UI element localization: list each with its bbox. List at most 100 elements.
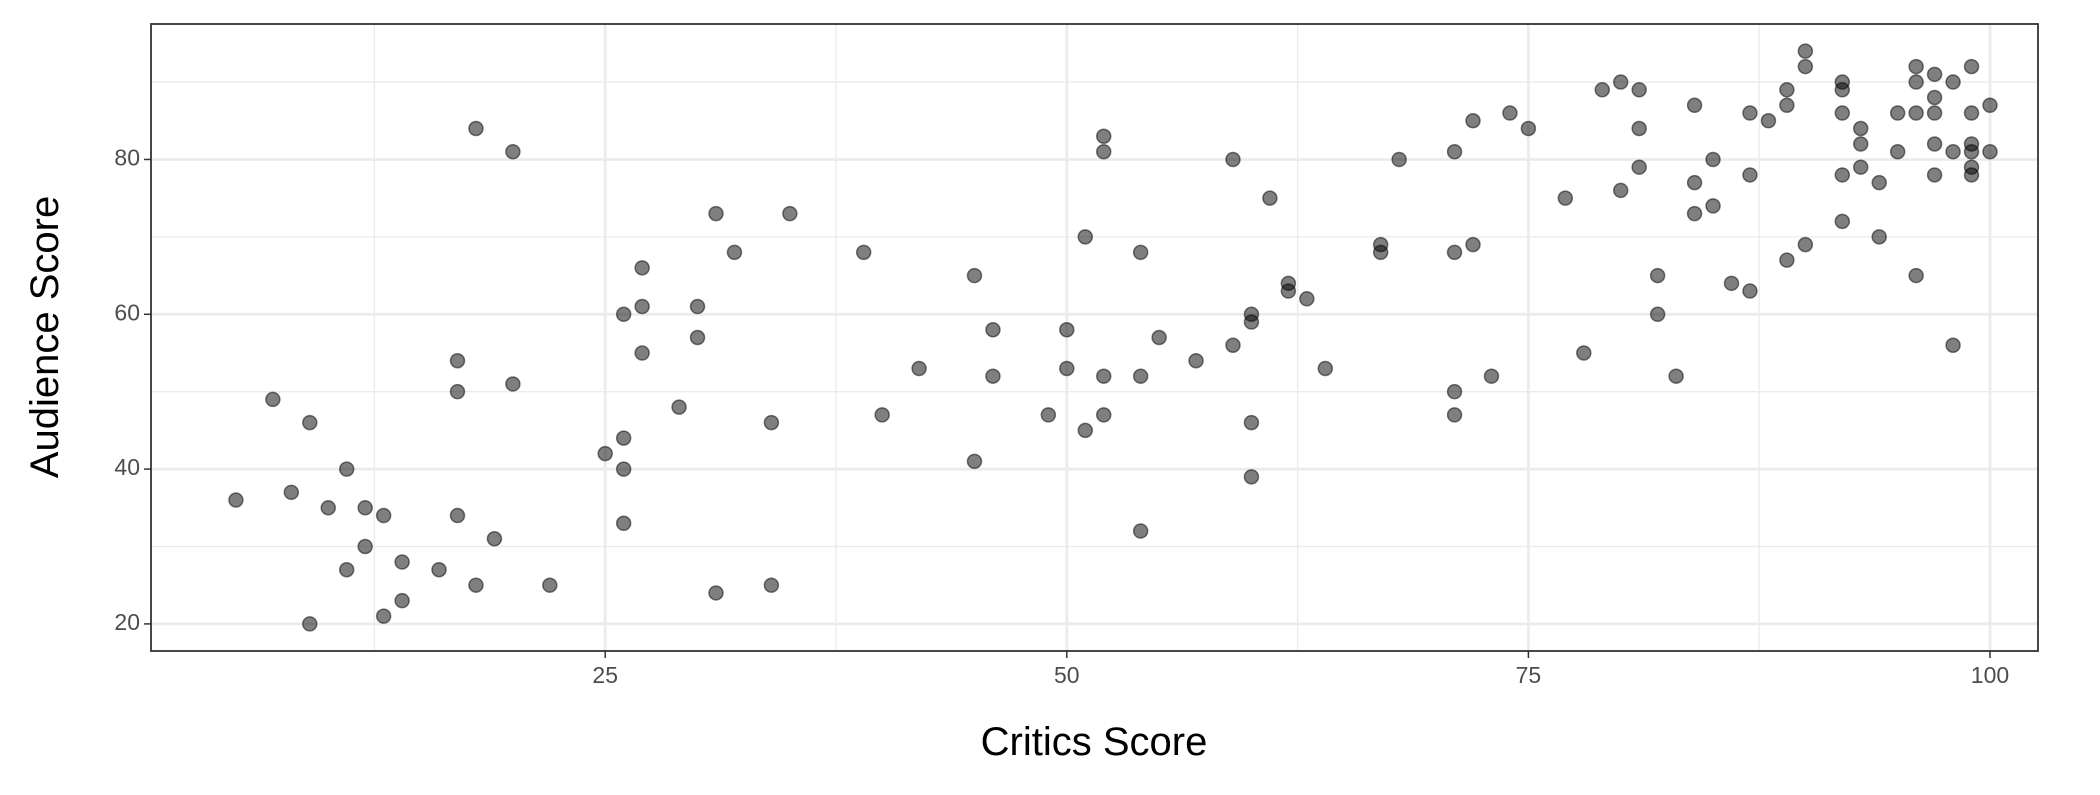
point: [1834, 82, 1851, 98]
point: [1280, 283, 1297, 299]
point: [1963, 58, 1980, 75]
point: [689, 298, 706, 315]
point: [320, 500, 337, 516]
point: [505, 143, 521, 160]
point: [302, 616, 318, 632]
point: [1686, 205, 1703, 222]
point: [1705, 151, 1721, 168]
point: [302, 414, 318, 431]
point: [1668, 368, 1684, 384]
point: [1151, 329, 1167, 346]
point: [1095, 143, 1112, 160]
point: [1188, 352, 1204, 369]
point: [283, 484, 300, 501]
point: [855, 244, 872, 261]
point: [763, 577, 780, 593]
point: [1095, 368, 1112, 384]
y-tick-label: 20: [114, 609, 140, 635]
point: [1465, 236, 1481, 253]
point: [1132, 244, 1149, 261]
point: [1908, 58, 1924, 75]
point: [1225, 337, 1241, 353]
point: [449, 383, 466, 400]
point: [1797, 43, 1814, 59]
point: [1095, 128, 1112, 144]
point: [505, 376, 521, 392]
point: [1631, 120, 1647, 137]
point: [1797, 58, 1814, 75]
point: [1483, 368, 1500, 384]
point: [1834, 105, 1851, 121]
point: [375, 507, 392, 524]
y-tick-label: 80: [114, 145, 140, 171]
point: [1077, 422, 1094, 439]
x-tick-label: 25: [592, 662, 618, 688]
point: [1871, 229, 1887, 245]
point: [634, 298, 650, 315]
point: [597, 445, 613, 462]
point: [338, 461, 355, 477]
point: [634, 345, 650, 361]
point: [265, 391, 281, 408]
point: [228, 492, 244, 508]
point: [542, 577, 558, 593]
point: [357, 538, 373, 555]
point: [1446, 407, 1463, 423]
y-tick-label: 40: [114, 454, 140, 480]
x-axis-title: Critics Score: [981, 720, 1208, 764]
point: [449, 352, 466, 369]
point: [1723, 275, 1740, 292]
point: [1889, 105, 1906, 121]
point: [615, 430, 632, 446]
point: [763, 414, 780, 431]
point: [431, 561, 447, 578]
point: [1889, 143, 1906, 160]
point: [1317, 360, 1334, 377]
point: [671, 399, 687, 415]
point: [1852, 120, 1869, 137]
point: [1686, 97, 1703, 114]
point: [1612, 74, 1629, 90]
panel-border: [150, 23, 2039, 652]
point: [1391, 151, 1407, 168]
point: [985, 368, 1001, 384]
point: [1963, 143, 1980, 160]
point: [708, 205, 724, 222]
point: [1871, 174, 1887, 191]
point: [615, 461, 632, 477]
point: [1520, 120, 1537, 137]
point: [1225, 151, 1241, 168]
point: [1834, 213, 1851, 230]
point: [468, 120, 484, 137]
point: [1982, 143, 1998, 160]
point: [1040, 407, 1057, 423]
point: [1908, 105, 1924, 121]
point: [1760, 113, 1777, 129]
y-tick-label: 60: [114, 299, 140, 325]
y-axis-title: Audience Score: [23, 196, 67, 478]
point: [1945, 337, 1961, 353]
point: [1132, 523, 1149, 539]
point: [1742, 167, 1758, 183]
point: [1631, 159, 1647, 175]
point: [1908, 74, 1924, 90]
point: [468, 577, 484, 593]
point: [375, 608, 392, 624]
point: [1557, 190, 1574, 206]
point: [1742, 283, 1758, 299]
point: [1926, 167, 1943, 183]
point: [1372, 244, 1389, 261]
point: [1779, 82, 1795, 98]
point: [1243, 469, 1260, 485]
point: [1095, 407, 1112, 423]
point: [911, 360, 927, 377]
point: [357, 500, 373, 516]
point: [486, 531, 503, 547]
point: [1945, 143, 1961, 160]
point: [966, 267, 983, 284]
point: [1446, 143, 1463, 160]
point: [394, 592, 410, 609]
point: [874, 407, 890, 423]
point: [1059, 322, 1075, 338]
point: [1742, 105, 1758, 121]
